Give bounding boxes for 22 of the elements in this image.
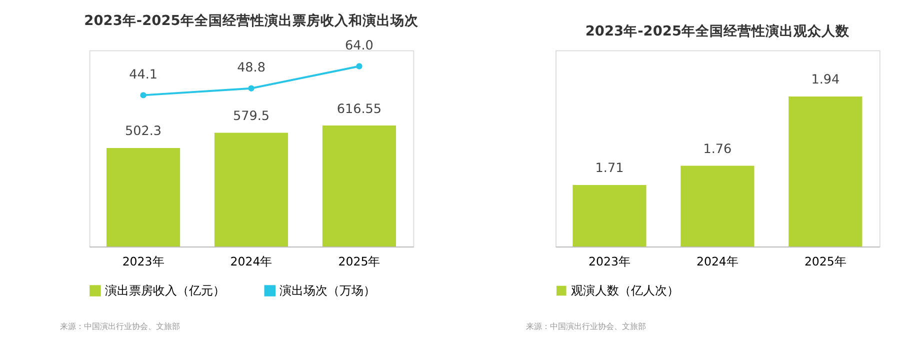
data-label: 44.1 — [129, 68, 158, 83]
data-label: 1.71 — [595, 161, 624, 176]
chart-title: 2023年-2025年全国经营性演出观众人数 — [585, 22, 851, 40]
x-tick-label: 2024年 — [230, 254, 272, 269]
source-note: 来源：中国演出行业协会、文旅部 — [526, 322, 646, 331]
x-tick-label: 2025年 — [804, 254, 846, 269]
data-label: 579.5 — [232, 109, 270, 124]
data-label: 48.8 — [237, 60, 266, 76]
data-label: 502.3 — [125, 124, 162, 140]
data-label: 1.76 — [703, 142, 732, 157]
x-tick-label: 2024年 — [696, 254, 738, 269]
chart-title: 2023年-2025年全国经营性演出票房收入和演出场次 — [84, 12, 420, 30]
legend-label: 演出票房收入（亿元） — [105, 284, 226, 298]
x-tick-label: 2025年 — [338, 254, 380, 269]
x-tick-label: 2023年 — [122, 254, 164, 269]
x-tick-label: 2023年 — [588, 254, 630, 269]
legend-label: 演出场次（万场） — [280, 284, 376, 298]
data-label: 1.94 — [811, 72, 840, 88]
data-label: 64.0 — [345, 38, 374, 54]
data-label: 616.55 — [336, 102, 382, 117]
source-note: 来源：中国演出行业协会、文旅部 — [60, 322, 180, 331]
legend-label: 观演人数（亿人次） — [571, 284, 680, 298]
